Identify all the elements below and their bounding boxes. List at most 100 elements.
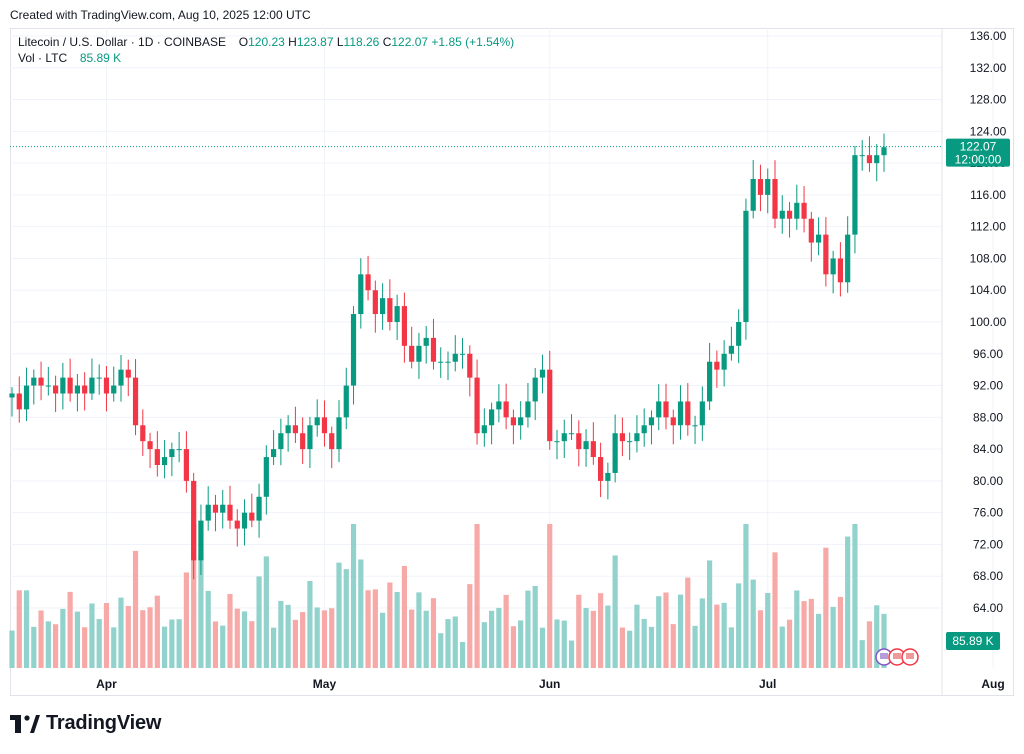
tradingview-logo: TradingView [10,712,161,735]
volume-bar [627,630,633,668]
volume-bar [779,626,785,668]
volume-bar [103,603,110,668]
volume-bar [96,619,102,668]
volume-bar [467,584,473,668]
candle-body [336,417,342,450]
volume-bar [140,610,146,668]
volume-bar [358,559,364,668]
candle-body [765,179,771,195]
volume-bar [300,612,306,668]
candle-body [205,504,211,521]
candle-body [154,449,160,465]
volume-bar [292,619,298,668]
candle-body [423,337,429,346]
candle-body [9,393,15,398]
volume-bar [125,606,131,668]
volume-bar [438,633,444,668]
candle-body [147,441,153,450]
volume-bar [394,592,400,668]
candle-body [634,433,640,442]
volume-bar [656,596,662,668]
volume-bar [612,555,618,668]
candle-body [438,361,444,363]
volume-bar [278,600,284,668]
volume-bar [423,610,429,668]
candle-body [212,504,219,513]
x-tick-label: Jul [759,677,776,691]
volume-bar [53,624,59,668]
volume-bar [380,612,386,668]
volume-bar [205,590,211,668]
volume-bar [118,597,124,668]
candle-body [670,417,676,426]
event-flag-icon [906,653,914,659]
candle-body [823,234,829,275]
volume-bar [147,607,153,668]
volume-tag-value: 85.89 K [952,634,993,648]
candle-body [67,377,73,394]
candle-body [82,385,88,394]
high-value: 123.87 [296,35,334,49]
volume-bar [692,625,698,668]
volume-bar [169,619,175,668]
candle-body [430,337,437,362]
candle-body [452,353,458,362]
volume-bar [728,627,734,668]
candle-body [409,345,415,362]
volume-bar [496,607,502,668]
candle-body [314,417,320,426]
volume-bar [648,626,655,668]
candle-body [459,353,466,355]
y-tick-label: 132.00 [970,61,1007,75]
volume-bar [271,627,277,668]
candle-body [532,377,538,402]
candle-body [816,234,822,243]
candle-body [561,433,567,442]
change-value: +1.85 (+1.54%) [431,35,515,49]
volume-bar [31,626,37,668]
candle-body [547,369,553,442]
candle-body [627,441,633,443]
y-tick-label: 128.00 [970,93,1007,107]
candle-body [23,385,30,410]
candle-body [612,433,618,473]
volume-label[interactable]: Vol · LTC [18,51,68,65]
low-value: 118.26 [343,35,380,49]
volume-bar [343,569,349,668]
candle-body [801,202,807,219]
volume-tag [946,632,1000,650]
volume-bar [714,604,720,668]
high-label: H [288,35,297,49]
volume-bar [89,603,95,668]
event-flag-icon [893,653,901,659]
volume-bar [401,565,407,668]
candle-body [176,449,182,451]
candle-body [111,385,117,394]
candle-body [481,425,487,434]
volume-bar [234,608,240,668]
volume-bar [132,550,139,668]
candle-body [183,449,189,481]
candle-body [772,179,778,219]
candle-body [125,369,131,378]
candle-body [808,218,814,243]
volume-bar [111,627,117,668]
candle-body [757,179,764,195]
candle-body [728,345,734,354]
candle-body [648,417,655,426]
candle-body [300,433,306,450]
candle-body [401,306,407,346]
legend-row-volume: Vol · LTC 85.89 K [18,50,514,66]
volume-bar [837,596,843,668]
candle-body [132,377,139,426]
volume-bar [699,598,705,668]
symbol-title[interactable]: Litecoin / U.S. Dollar · 1D · COINBASE [18,35,227,49]
candle-body [539,369,546,378]
volume-bar [510,626,516,668]
volume-bar [721,602,727,668]
volume-bar [765,592,771,668]
volume-bar [539,627,546,668]
volume-bar [9,630,15,668]
candle-body [619,433,625,442]
